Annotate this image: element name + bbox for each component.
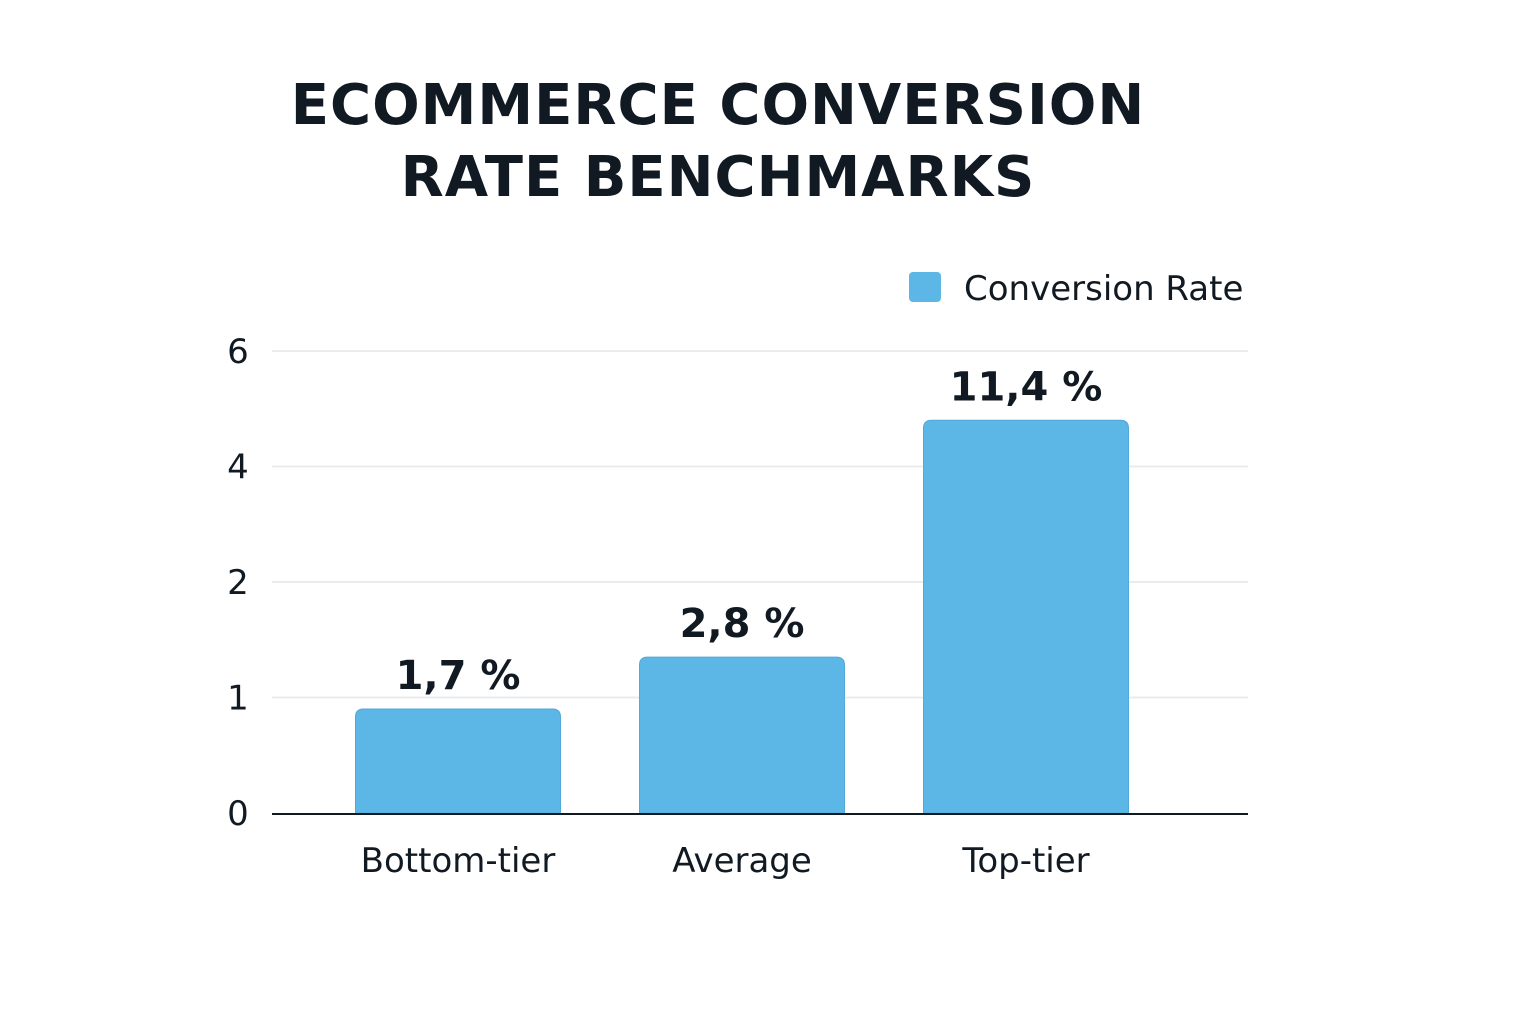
chart-title: ECOMMERCE CONVERSION RATE BENCHMARKS [200, 70, 1236, 214]
data-labels: 1,7 % 2,8 % 11,4 % [396, 364, 1103, 699]
legend-swatch-conversion-rate [909, 272, 941, 302]
y-tick-label-6: 6 [227, 332, 249, 372]
bars [355, 419, 1129, 814]
x-tick-label-top-tier: Top-tier [961, 841, 1089, 881]
data-label-average: 2,8 % [680, 601, 805, 647]
y-tick-label-1: 1 [227, 679, 249, 719]
data-label-top-tier: 11,4 % [950, 364, 1103, 410]
x-tick-label-bottom-tier: Bottom-tier [361, 841, 556, 881]
y-axis-tick-labels: 0 1 2 4 6 [227, 332, 249, 834]
bar-bottom-tier [355, 708, 561, 814]
y-tick-label-2: 2 [227, 563, 249, 603]
x-axis-category-labels: Bottom-tier Average Top-tier [361, 841, 1090, 881]
x-tick-label-average: Average [672, 841, 812, 881]
legend-label-conversion-rate: Conversion Rate [964, 269, 1243, 309]
bar-average [639, 656, 845, 814]
chart-title-line-1: ECOMMERCE CONVERSION [290, 73, 1146, 138]
y-tick-label-0: 0 [227, 794, 249, 834]
data-label-bottom-tier: 1,7 % [396, 653, 521, 699]
legend: Conversion Rate [909, 269, 1243, 309]
bar-top-tier [923, 419, 1129, 814]
chart-title-line-2: RATE BENCHMARKS [400, 145, 1036, 210]
y-tick-label-4: 4 [227, 448, 249, 488]
